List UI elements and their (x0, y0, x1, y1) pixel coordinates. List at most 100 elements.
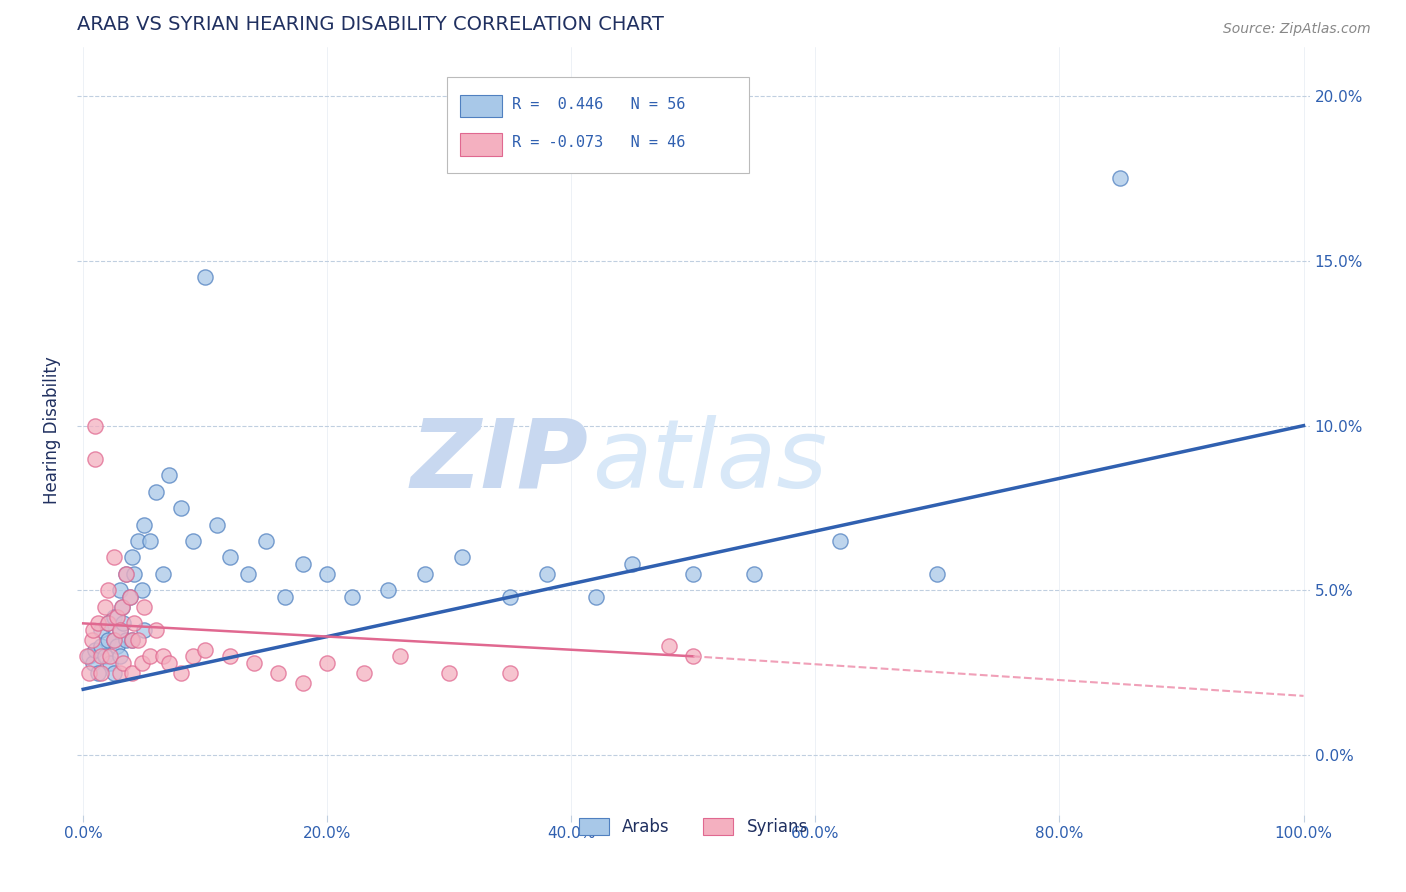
Point (121, 632, 143, 647)
Point (207, 517, 229, 532)
Point (76, 649, 98, 664)
Point (82, 623, 104, 637)
Point (139, 649, 162, 664)
Point (108, 665, 131, 680)
Point (157, 656, 180, 670)
Point (194, 642, 217, 657)
Point (413, 566, 436, 581)
Point (254, 533, 277, 548)
Point (377, 583, 399, 598)
Point (118, 590, 141, 604)
Point (103, 632, 125, 647)
Point (108, 623, 131, 637)
Point (152, 566, 174, 581)
Point (157, 468, 180, 483)
Point (111, 599, 134, 614)
Point (658, 640, 681, 654)
Point (218, 550, 240, 565)
Point (115, 566, 138, 581)
Point (621, 557, 644, 571)
Point (112, 616, 135, 631)
Point (682, 649, 704, 664)
Point (115, 632, 138, 647)
Point (80, 632, 103, 647)
Point (84, 451, 107, 466)
Point (194, 270, 217, 285)
Text: ZIP: ZIP (411, 415, 589, 508)
Point (111, 599, 134, 614)
Point (927, 566, 949, 581)
Point (145, 623, 167, 637)
Point (389, 649, 412, 664)
Point (353, 665, 375, 680)
Point (1109, 171, 1132, 186)
Point (82, 656, 104, 670)
Point (97, 583, 120, 598)
Point (181, 533, 204, 548)
Point (267, 665, 290, 680)
Text: atlas: atlas (592, 415, 827, 508)
Point (90, 649, 112, 664)
Point (121, 665, 143, 680)
Point (112, 656, 135, 670)
Point (118, 590, 141, 604)
Point (131, 656, 153, 670)
Point (273, 590, 295, 604)
Point (90, 665, 112, 680)
Point (236, 566, 259, 581)
Point (121, 550, 143, 565)
Point (134, 599, 156, 614)
Text: Source: ZipAtlas.com: Source: ZipAtlas.com (1223, 22, 1371, 37)
Point (90, 623, 112, 637)
Point (291, 675, 314, 690)
Point (744, 566, 766, 581)
Point (585, 590, 607, 604)
Point (121, 632, 143, 647)
Point (828, 533, 851, 548)
Point (103, 609, 125, 624)
Point (536, 566, 558, 581)
Point (124, 566, 146, 581)
Point (108, 623, 131, 637)
Legend: Arabs, Syrians: Arabs, Syrians (571, 810, 815, 845)
Point (98, 656, 121, 670)
Point (79, 649, 101, 664)
Point (127, 533, 149, 548)
FancyBboxPatch shape (460, 133, 502, 156)
Point (499, 665, 522, 680)
Point (105, 609, 128, 624)
Point (98, 649, 121, 664)
Point (291, 557, 314, 571)
Point (145, 484, 167, 499)
Point (94, 649, 117, 664)
Text: ARAB VS SYRIAN HEARING DISABILITY CORRELATION CHART: ARAB VS SYRIAN HEARING DISABILITY CORREL… (77, 15, 664, 34)
Point (450, 550, 472, 565)
Point (170, 665, 193, 680)
Point (115, 566, 138, 581)
Point (94, 599, 117, 614)
Point (127, 632, 149, 647)
Point (316, 566, 339, 581)
Text: R =  0.446   N = 56: R = 0.446 N = 56 (512, 96, 686, 112)
Point (105, 640, 128, 654)
Text: R = -0.073   N = 46: R = -0.073 N = 46 (512, 136, 686, 150)
Point (340, 590, 363, 604)
Point (134, 623, 156, 637)
Y-axis label: Hearing Disability: Hearing Disability (44, 357, 60, 505)
Point (181, 649, 204, 664)
Point (103, 665, 125, 680)
Point (139, 533, 162, 548)
Point (124, 616, 146, 631)
Point (97, 616, 120, 631)
Point (316, 656, 339, 670)
Point (97, 632, 120, 647)
FancyBboxPatch shape (460, 95, 502, 118)
Point (103, 632, 125, 647)
Point (170, 501, 193, 516)
Point (84, 642, 107, 657)
Point (97, 616, 120, 631)
Point (103, 550, 125, 565)
Point (439, 665, 461, 680)
Point (90, 640, 112, 654)
FancyBboxPatch shape (447, 78, 749, 173)
